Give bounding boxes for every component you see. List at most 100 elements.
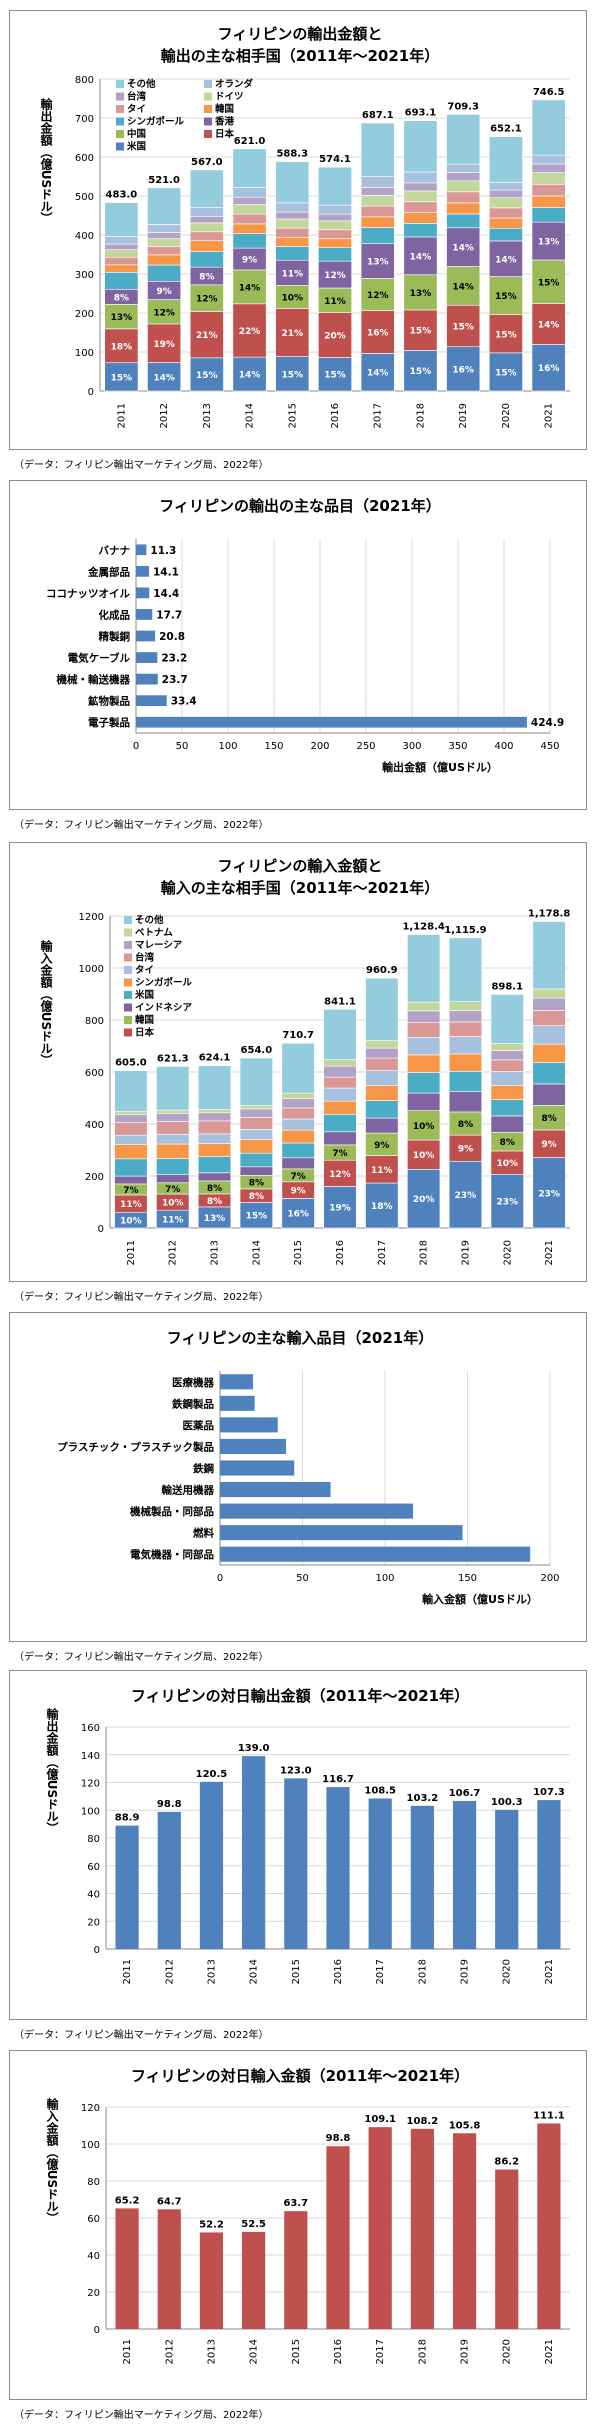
bar-segment [490,1115,524,1133]
bar-segment [239,1108,273,1118]
total-label: 652.1 [490,124,522,135]
x-tick-label: 2020 [502,1959,513,1984]
bar [199,2232,224,2329]
bar [326,1787,350,1949]
x-tick-label: 2021 [544,403,555,428]
bar [136,695,167,707]
bar-segment [281,1092,315,1099]
x-tick-label: 2013 [210,1240,221,1265]
bar-segment [490,1085,524,1100]
bar [410,2128,434,2329]
bar-segment [446,213,481,229]
bar-segment [448,1036,483,1055]
value-label: 14.4 [153,588,179,600]
bar-segment [531,207,566,223]
bar-segment [318,204,352,215]
segment-label: 21% [196,331,218,341]
x-tick-label: 100 [218,741,237,752]
bar-segment [365,977,399,1041]
bar-segment [147,299,182,325]
total-label: 710.7 [282,1030,314,1041]
segment-label: 15% [410,327,432,337]
bar-segment [323,1065,357,1078]
bar-segment [448,1021,483,1037]
segment-label: 11% [162,1216,184,1226]
legend-swatch [116,117,124,126]
x-tick-label: 2021 [544,1240,555,1265]
bar-segment [281,1198,315,1229]
legend-entry: 韓国 [215,103,234,115]
segment-label: 16% [538,364,560,374]
bar [368,1798,392,1949]
x-tick-label: 2019 [458,403,469,428]
segment-label: 18% [371,1202,393,1212]
bar-segment [488,227,523,242]
legend-entry: 米国 [126,141,146,153]
legend-swatch [204,92,212,101]
bar [537,1800,561,1949]
segment-label: 11% [120,1200,142,1210]
x-tick-label: 2016 [335,1240,346,1265]
y-tick-label: 200 [75,309,94,320]
x-tick-label: 0 [217,1573,223,1584]
bar-segment [365,1182,399,1229]
bar [220,1503,414,1519]
segment-label: 10% [162,1199,184,1209]
bar-segment [365,1100,399,1119]
x-tick-label: 2012 [164,1959,175,1984]
bar-segment [407,1110,441,1141]
y-tick-label: 140 [81,1751,100,1762]
legend-swatch [124,978,132,987]
x-tick-label: 2020 [502,2339,513,2364]
category-label: 鉄鋼 [193,1462,214,1475]
chart-title: フィリピンの対日輸出金額（2011年～2021年） [131,1687,469,1705]
export-items-source: （データ：フィリピン輸出マーケティング局、2022年） [14,820,269,831]
bar-segment [197,1156,232,1174]
bar-segment [488,207,523,219]
category-label: 機械・輸送機器 [57,673,131,686]
x-tick-label: 400 [494,741,513,752]
bar-segment [104,362,139,392]
x-tick-label: 2016 [333,1959,344,1984]
bar-segment [147,238,182,248]
bar-segment [156,1143,190,1159]
segment-label: 7% [165,1185,180,1195]
x-tick-label: 50 [296,1573,309,1584]
bar-segment [114,1144,148,1160]
segment-label: 9% [291,1187,306,1197]
value-label: 86.2 [494,2157,519,2168]
legend-swatch [124,953,132,962]
bar [136,544,147,556]
x-tick-label: 2014 [249,1959,260,1984]
bar-segment [490,1071,524,1086]
bar-segment [232,269,267,305]
bar-segment [318,166,352,206]
segment-label: 10% [496,1159,518,1169]
bar-segment [281,1098,315,1109]
segment-label: 16% [367,329,389,339]
bar [410,1805,434,1949]
bar-segment [189,216,224,224]
segment-label: 8% [207,1197,222,1207]
value-label: 139.0 [238,1743,270,1754]
segment-label: 19% [329,1204,351,1214]
segment-label: 13% [367,258,389,268]
segment-label: 15% [196,371,218,381]
bar-segment [365,1057,399,1071]
segment-label: 10% [120,1217,142,1227]
segment-label: 15% [111,373,133,383]
legend-swatch [116,142,124,151]
total-label: 588.3 [276,149,308,160]
segment-label: 7% [291,1172,306,1182]
x-tick-label: 2020 [501,403,512,428]
y-tick-label: 1000 [79,964,104,975]
bar-segment [360,353,395,392]
bar [136,673,158,685]
bar-segment [318,238,352,249]
y-tick-label: 400 [85,1120,104,1131]
x-tick-label: 2018 [417,2339,428,2364]
bar-segment [407,1022,441,1038]
bar-segment [532,1129,566,1158]
bar-segment [488,276,523,316]
